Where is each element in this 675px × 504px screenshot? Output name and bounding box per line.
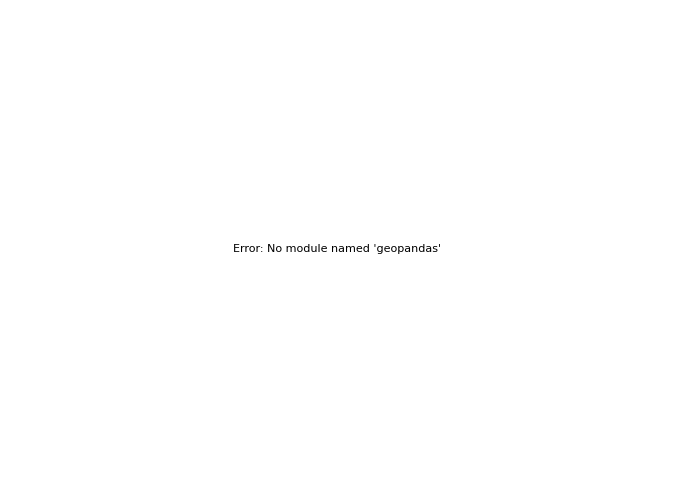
Text: Error: No module named 'geopandas': Error: No module named 'geopandas' bbox=[234, 244, 441, 254]
